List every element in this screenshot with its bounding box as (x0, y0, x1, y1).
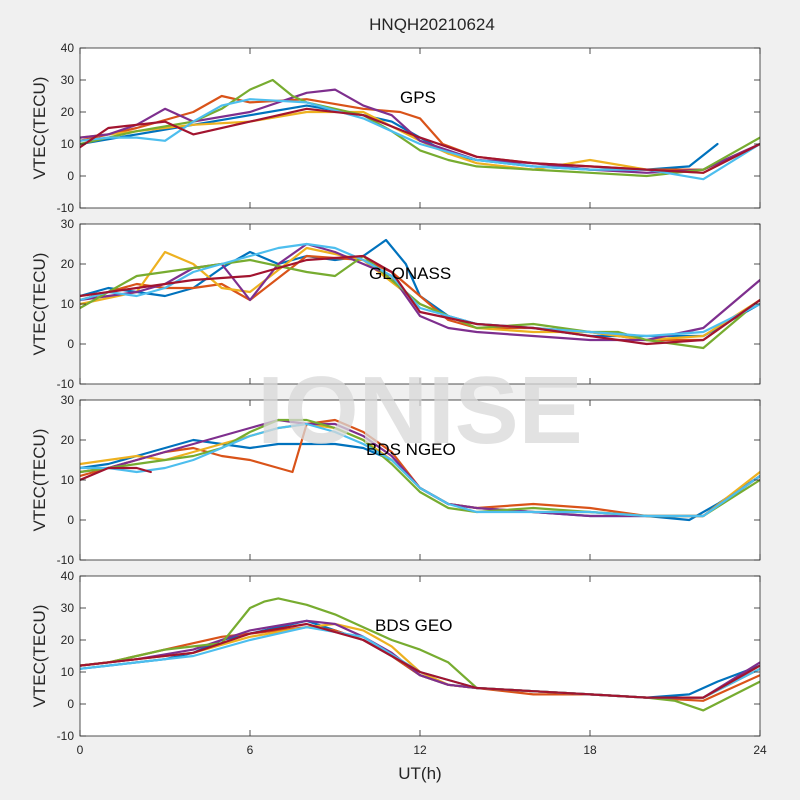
panel-bds-ngeo-y-axis-label: VTEC(TECU) (30, 429, 49, 532)
panel-glonass-y-tick-label: 10 (61, 297, 75, 311)
x-axis-label: UT(h) (398, 764, 441, 783)
panel-bds-geo-series-group (80, 597, 760, 712)
panel-glonass-y-tick-label: -10 (57, 377, 75, 391)
panel-bds-ngeo-series-line (80, 422, 760, 518)
panel-glonass-y-tick-label: 30 (61, 217, 75, 231)
panel-gps-plot-area (80, 48, 760, 208)
panel-gps-series-line (80, 107, 760, 174)
panel-bds-geo-y-tick-label: -10 (57, 729, 75, 743)
panel-glonass-y-tick-label: 20 (61, 257, 75, 271)
panel-bds-geo-y-tick-label: 40 (61, 569, 75, 583)
panel-gps-y-tick-label: 30 (61, 73, 75, 87)
panel-glonass-series-line (80, 254, 760, 346)
panel-bds-geo-y-tick-label: 10 (61, 665, 75, 679)
panel-bds-geo-y-axis-label: VTEC(TECU) (30, 605, 49, 708)
panel-bds-geo-x-tick-label: 12 (413, 743, 427, 757)
panel-bds-geo-y-tick-label: 30 (61, 601, 75, 615)
panel-bds-ngeo-series-line (80, 418, 760, 518)
panel-glonass-series-line (80, 242, 760, 338)
panel-bds-ngeo-y-tick-label: 10 (61, 473, 75, 487)
panel-gps-y-tick-label: 20 (61, 105, 75, 119)
panel-bds-ngeo-series-line (80, 466, 152, 482)
panel-gps-series-line (80, 98, 760, 181)
panel-bds-geo-annotation: BDS GEO (375, 616, 452, 635)
panel-bds-ngeo-series-line (80, 418, 760, 518)
panel-glonass-series-group (80, 238, 760, 350)
panel-bds-ngeo-y-tick-label: 0 (67, 513, 74, 527)
panel-bds-geo-x-tick-label: 24 (753, 743, 767, 757)
panel-bds-geo-x-tick-label: 6 (247, 743, 254, 757)
panel-glonass-y-tick-label: 0 (67, 337, 74, 351)
panel-glonass-y-axis-label: VTEC(TECU) (30, 253, 49, 356)
panel-bds-ngeo: -10 0 10 20 30 VTEC(TECU) BDS NGEO (30, 393, 761, 567)
panel-gps-series-group (80, 78, 760, 181)
panel-gps-series-line (80, 78, 760, 178)
panel-bds-ngeo-plot-area (80, 400, 760, 560)
panel-bds-ngeo-annotation: BDS NGEO (366, 440, 456, 459)
panel-gps-annotation: GPS (400, 88, 436, 107)
panel-bds-ngeo-y-tick-label: 30 (61, 393, 75, 407)
panel-glonass-annotation: GLONASS (369, 264, 451, 283)
panel-bds-geo-series-line (80, 622, 760, 699)
panel-gps-y-tick-label: -10 (57, 201, 75, 215)
watermark-text: IONISE (257, 357, 582, 464)
panel-gps: -10 0 10 20 30 40 VTEC(TECU) GPS (30, 41, 761, 215)
panel-bds-ngeo-series-group (80, 418, 760, 522)
panel-bds-ngeo-y-tick-label: -10 (57, 553, 75, 567)
panel-gps-y-axis-label: VTEC(TECU) (30, 77, 49, 180)
panel-bds-geo-y-tick-label: 0 (67, 697, 74, 711)
panel-gps-y-tick-label: 40 (61, 41, 75, 55)
panel-bds-geo-y-tick-label: 20 (61, 633, 75, 647)
panel-glonass: -10 0 10 20 30 VTEC(TECU) GLONASS (30, 217, 761, 391)
panel-bds-geo-x-tick-label: 0 (77, 743, 84, 757)
panel-bds-geo-x-tick-label: 18 (583, 743, 597, 757)
panel-gps-y-tick-label: 0 (67, 169, 74, 183)
panel-bds-ngeo-y-tick-label: 20 (61, 433, 75, 447)
panel-gps-y-tick-label: 10 (61, 137, 75, 151)
figure-title: HNQH20210624 (369, 15, 495, 34)
